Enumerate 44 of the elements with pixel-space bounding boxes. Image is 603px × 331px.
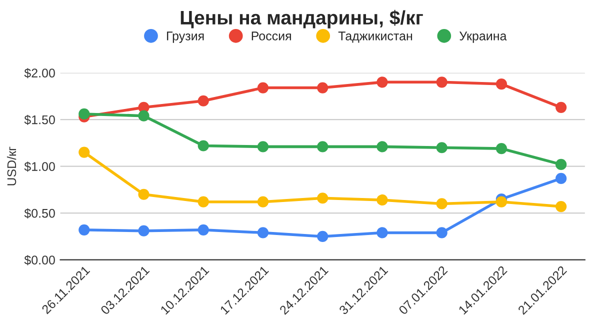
point [436,227,448,238]
point [496,143,508,154]
point [257,141,269,152]
y-tick-label: $0.00 [24,255,55,266]
legend-label: Украина [459,32,507,43]
point [496,196,508,208]
point [138,188,150,200]
point [138,110,150,122]
point [78,224,90,236]
point [198,95,209,106]
y-axis-title: USD/кг [6,146,16,186]
chart-title: Цены на мандарины, $/кг [180,10,423,28]
y-tick-label: $1.50 [24,114,55,125]
point [317,141,328,152]
point [78,146,90,158]
point [556,200,567,212]
legend-label: Грузия [167,32,204,43]
point [257,227,269,238]
point [198,224,209,236]
legend-label: Таджикистан [338,32,412,43]
point [317,82,328,94]
point [376,76,388,88]
point [376,227,388,238]
y-tick-label: $0.50 [24,208,55,218]
point [198,196,209,208]
point [257,196,269,208]
point [556,172,567,184]
y-tick-label: $1.00 [24,162,55,172]
point [257,82,269,94]
point [436,76,448,88]
legend-label: Россия [252,32,291,40]
point [138,225,150,236]
point [317,230,328,242]
point [376,141,388,152]
point [556,158,567,170]
point [317,192,328,204]
point [436,198,448,210]
point [556,102,567,113]
point [436,142,448,154]
point [496,78,508,90]
point [78,108,90,120]
point [376,194,388,206]
y-tick-label: $2.00 [24,68,55,78]
point [198,140,209,152]
